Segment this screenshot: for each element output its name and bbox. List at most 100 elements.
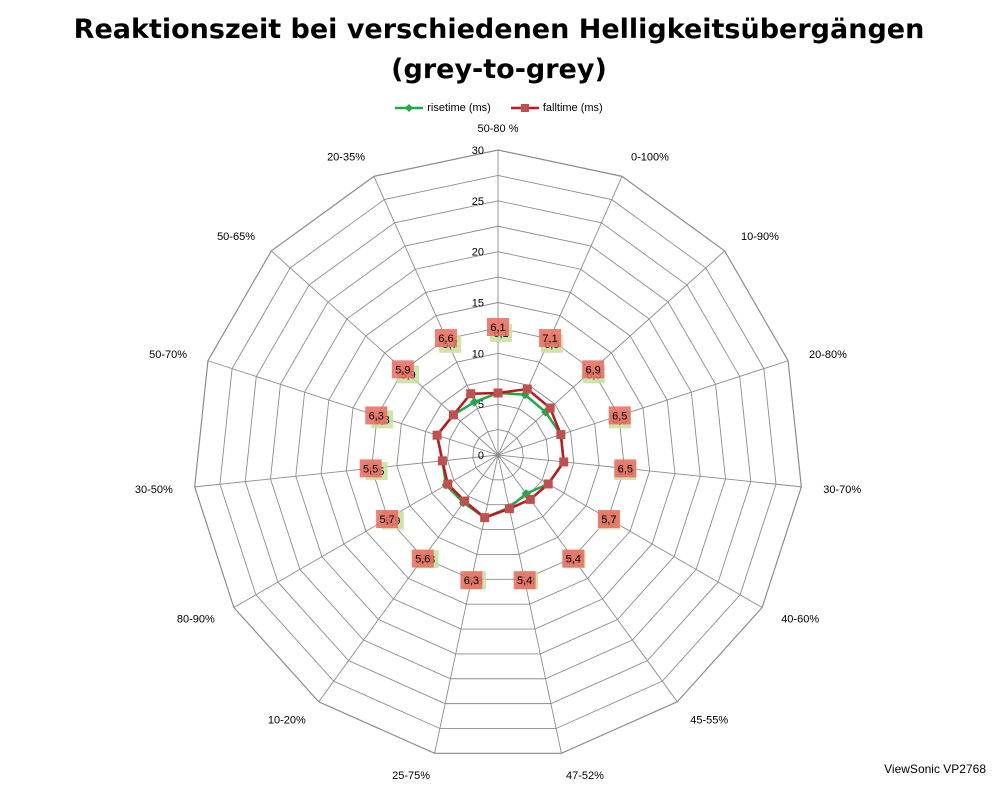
legend-swatch-risetime: [395, 104, 424, 112]
axis-spoke: [194, 454, 499, 488]
falltime-marker: [460, 496, 470, 506]
watermark: ViewSonic VP2768: [884, 762, 986, 776]
falltime-data-label-box: [562, 549, 585, 568]
category-label: 50-80 %: [478, 123, 519, 135]
category-label: 47-52%: [566, 770, 604, 782]
grid-ring: [446, 403, 550, 506]
falltime-marker: [448, 410, 458, 420]
category-label: 30-50%: [135, 484, 173, 496]
category-label: 25-75%: [392, 770, 430, 782]
chart-legend: risetime (ms) falltime (ms): [0, 101, 998, 115]
grid-ring: [295, 251, 701, 655]
category-label: 40-60%: [781, 614, 819, 626]
legend-item-falltime: falltime (ms): [510, 101, 603, 115]
category-label: 0-100%: [631, 151, 669, 163]
axis-spoke: [497, 250, 725, 456]
grid-ring: [219, 174, 777, 729]
grid-ring: [421, 378, 575, 531]
axis-spoke: [271, 250, 499, 456]
legend-item-risetime: risetime (ms): [395, 101, 491, 115]
falltime-data-label-box: [582, 360, 605, 379]
falltime-data-label: 7,1: [542, 333, 557, 345]
falltime-data-label: 6,5: [618, 463, 633, 475]
falltime-data-label-box: [391, 360, 414, 379]
falltime-marker: [504, 504, 514, 514]
falltime-marker: [522, 384, 532, 394]
falltime-data-label: 6,5: [612, 410, 627, 422]
legend-label-risetime: risetime (ms): [427, 102, 491, 114]
falltime-data-label-box: [434, 329, 457, 348]
falltime-data-label: 6,1: [490, 322, 505, 334]
grid-ring: [244, 200, 752, 705]
falltime-marker: [480, 513, 490, 523]
falltime-marker: [493, 388, 503, 398]
category-label: 50-70%: [149, 349, 187, 361]
falltime-data-label-box: [487, 318, 509, 336]
falltime-data-label: 6,9: [585, 364, 600, 376]
falltime-data-label-box: [614, 459, 637, 478]
axis-spoke: [233, 454, 499, 608]
category-label: 45-55%: [690, 715, 728, 727]
axis-spoke: [497, 176, 623, 456]
axis-spoke: [434, 454, 499, 754]
grid-ring: [270, 225, 726, 680]
grid-ring: [472, 429, 524, 481]
falltime-marker: [466, 389, 476, 399]
radial-tick-label: 20: [472, 247, 484, 259]
falltime-data-label: 6,3: [369, 410, 384, 422]
falltime-data-label-box: [460, 571, 483, 590]
falltime-marker: [443, 479, 453, 489]
axis-spoke: [497, 454, 763, 608]
falltime-data-label: 5,4: [517, 575, 532, 587]
radial-tick-label: 0: [478, 450, 484, 462]
falltime-data-label-box: [411, 549, 434, 568]
falltime-data-label: 6,6: [438, 333, 453, 345]
falltime-data-label: 5,6: [415, 554, 430, 566]
risetime-marker: [469, 397, 479, 407]
grid-ring: [396, 352, 600, 555]
axis-spoke: [207, 360, 499, 456]
falltime-data-label: 5,4: [566, 554, 581, 566]
category-label: 20-35%: [327, 151, 365, 163]
falltime-data-label-box: [539, 329, 562, 348]
radial-tick-label: 15: [472, 298, 484, 310]
category-label: 50-65%: [217, 231, 255, 243]
axis-spoke: [373, 176, 499, 456]
category-label: 80-90%: [177, 614, 215, 626]
falltime-marker: [525, 494, 535, 504]
grid-ring: [320, 276, 676, 630]
grid-ring: [371, 327, 625, 580]
falltime-marker: [432, 430, 442, 440]
falltime-data-label-box: [376, 510, 399, 528]
falltime-data-label: 5,5: [363, 463, 378, 475]
radial-tick-label: 25: [472, 196, 484, 208]
category-label: 10-20%: [268, 715, 306, 727]
falltime-data-label-box: [608, 406, 631, 425]
axis-spoke: [497, 360, 789, 456]
axis-spoke: [497, 454, 802, 488]
falltime-data-label: 6,3: [464, 575, 479, 587]
falltime-data-label-box: [597, 510, 620, 528]
falltime-data-label: 5,9: [395, 364, 410, 376]
category-label: 20-80%: [809, 349, 847, 361]
radial-tick-label: 5: [478, 399, 484, 411]
falltime-marker: [556, 430, 566, 440]
chart-title: Reaktionszeit bei verschiedenen Helligke…: [0, 10, 998, 90]
falltime-data-label: 5,7: [380, 514, 395, 526]
grid-ring: [194, 149, 802, 754]
radial-tick-label: 10: [472, 348, 484, 360]
category-label: 10-90%: [741, 231, 779, 243]
category-label: 30-70%: [823, 484, 861, 496]
series-line-falltime: [435, 387, 566, 520]
falltime-marker: [559, 457, 569, 467]
legend-label-falltime: falltime (ms): [542, 102, 603, 114]
falltime-data-label-box: [365, 406, 388, 425]
falltime-data-label-box: [359, 459, 382, 478]
falltime-data-label: 5,7: [601, 514, 616, 526]
radial-tick-label: 30: [472, 145, 484, 157]
falltime-marker: [437, 456, 447, 466]
falltime-data-label-box: [513, 571, 536, 590]
grid-ring: [345, 302, 651, 605]
falltime-marker: [543, 479, 553, 489]
